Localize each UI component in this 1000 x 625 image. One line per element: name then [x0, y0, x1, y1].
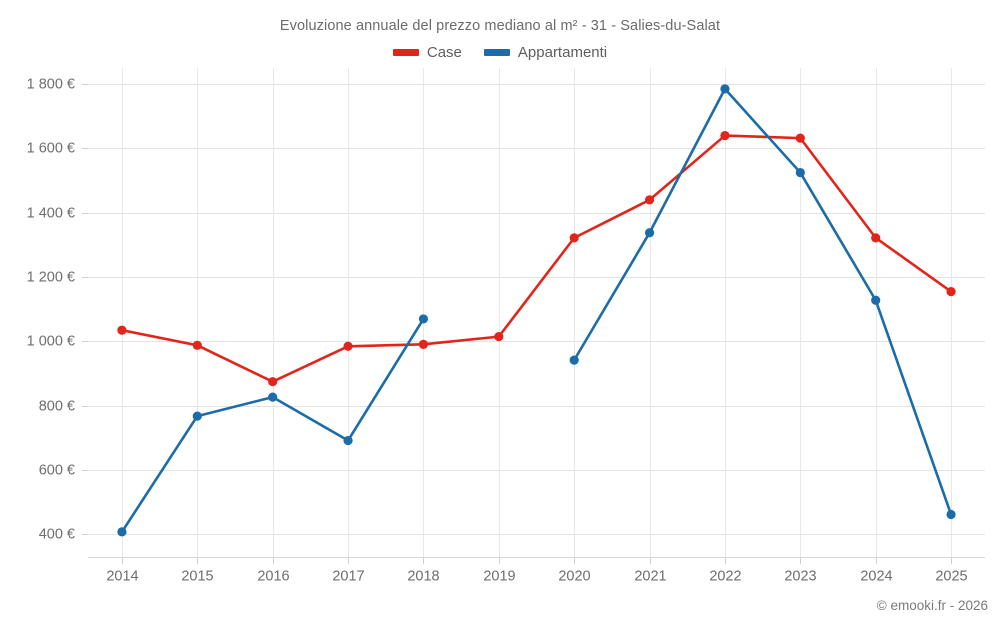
x-tick-label: 2021: [634, 569, 666, 585]
data-point[interactable]: [871, 233, 881, 243]
data-point[interactable]: [494, 332, 504, 342]
x-tick-label: 2014: [106, 569, 138, 585]
series-line-case: [120, 134, 953, 383]
data-point[interactable]: [871, 295, 881, 305]
x-tick-label: 2016: [257, 569, 289, 585]
chart-title: Evoluzione annuale del prezzo mediano al…: [279, 18, 721, 34]
y-tick-label: 1 600 €: [27, 140, 75, 156]
y-tick-label: 400 €: [39, 526, 75, 542]
data-point[interactable]: [569, 355, 579, 365]
y-tick-label: 800 €: [39, 398, 75, 414]
x-tick-label: 2015: [181, 569, 213, 585]
x-tick-label: 2017: [332, 569, 364, 585]
legend-item-case[interactable]: Case: [392, 44, 462, 61]
data-point[interactable]: [946, 286, 956, 297]
legend-swatch-appartamenti: [483, 49, 510, 56]
legend-label-appartamenti: Appartamenti: [517, 44, 608, 61]
chart-legend: Case Appartamenti: [0, 44, 1000, 61]
data-point[interactable]: [418, 314, 429, 324]
x-tick-label: 2024: [860, 569, 892, 585]
data-point[interactable]: [644, 195, 655, 205]
data-point[interactable]: [946, 509, 956, 520]
x-tick-label: 2018: [407, 569, 439, 585]
x-tick-label: 2022: [709, 569, 741, 585]
data-point[interactable]: [795, 133, 805, 143]
x-tick-label: 2019: [483, 569, 515, 585]
data-point[interactable]: [117, 527, 127, 537]
footer-credit: © emooki.fr - 2026: [876, 598, 988, 613]
data-point[interactable]: [795, 167, 805, 178]
data-point[interactable]: [418, 339, 429, 349]
x-tick-label: 2023: [784, 569, 816, 585]
data-point[interactable]: [720, 130, 730, 141]
y-tick-label: 1 400 €: [27, 205, 75, 221]
data-point[interactable]: [720, 84, 730, 94]
data-point[interactable]: [569, 233, 579, 243]
data-point[interactable]: [343, 341, 353, 351]
x-tick-label: 2025: [935, 569, 967, 585]
legend-item-appartamenti[interactable]: Appartamenti: [483, 44, 608, 61]
data-point[interactable]: [644, 228, 655, 238]
y-tick-label: 600 €: [39, 462, 75, 478]
data-point[interactable]: [117, 325, 127, 335]
data-point[interactable]: [268, 392, 278, 402]
legend-label-case: Case: [426, 44, 462, 61]
data-point[interactable]: [343, 435, 353, 446]
series-line-appartamenti: [572, 87, 953, 516]
y-tick-label: 1 800 €: [27, 76, 75, 92]
y-tick-label: 1 200 €: [27, 269, 75, 285]
series-line-appartamenti: [120, 317, 425, 534]
x-tick-label: 2020: [558, 569, 590, 585]
data-point[interactable]: [192, 411, 202, 421]
data-point[interactable]: [268, 377, 278, 387]
legend-swatch-case: [392, 49, 419, 56]
data-point[interactable]: [192, 340, 202, 350]
y-tick-label: 1 000 €: [27, 333, 75, 349]
